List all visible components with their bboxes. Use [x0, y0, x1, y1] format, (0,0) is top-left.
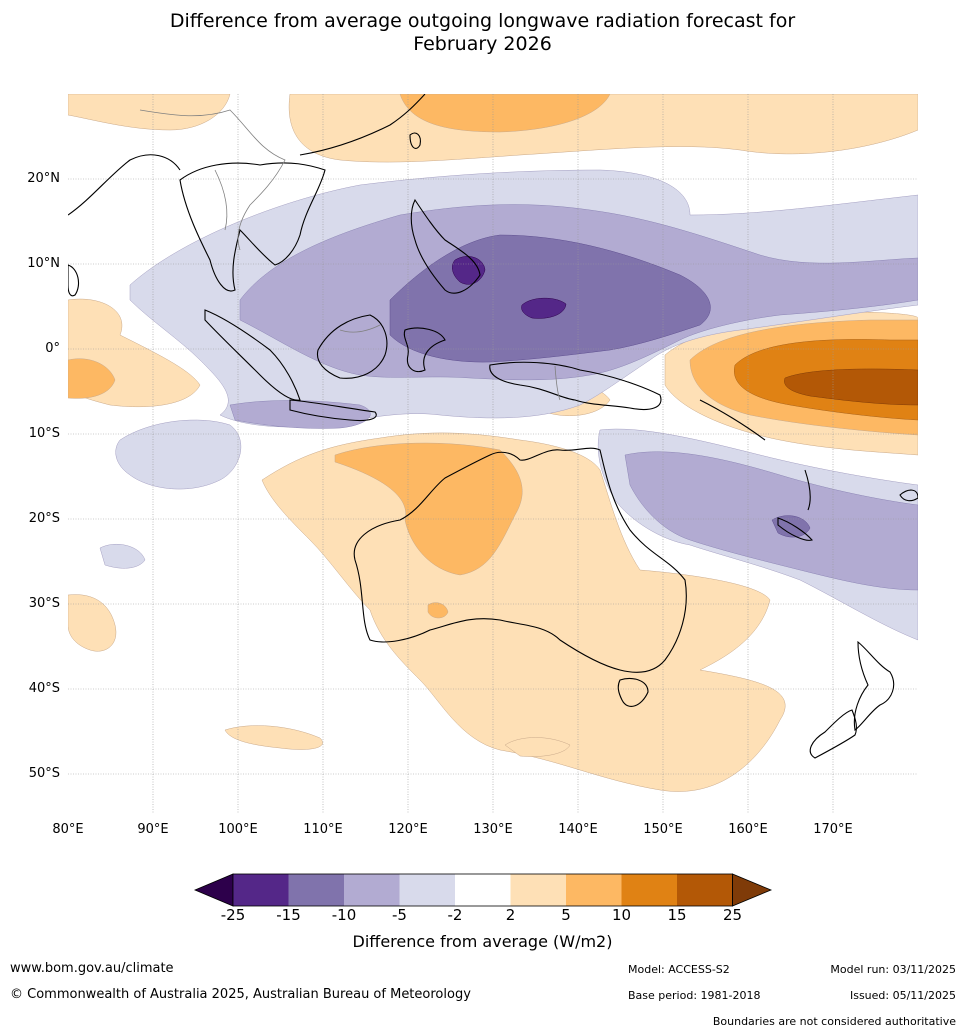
lon-label-160e: 160°E [728, 822, 768, 837]
anomaly-region-coral-strong [771, 515, 811, 538]
colorbar-box-3 [344, 874, 400, 906]
chart-title: Difference from average outgoing longwav… [0, 10, 965, 56]
coast-philippines [410, 198, 481, 294]
border-new-guinea [554, 365, 561, 401]
base-period-text: Base period: 1981-2018 [628, 989, 761, 1002]
lat-label-20n: 20°N [27, 171, 60, 186]
lon-label-100e: 100°E [218, 822, 258, 837]
anomaly-region-coral-moderate [624, 451, 918, 591]
lon-label-110e: 110°E [303, 822, 343, 837]
colorbar-frame [232, 873, 733, 907]
coast-new-zealand-south [809, 709, 857, 759]
colorbar-tick-1: -25 [220, 906, 246, 924]
colorbar-tick-3: -10 [331, 906, 357, 924]
lat-label-10n: 10°N [27, 256, 60, 271]
colorbar-tick-7: 5 [561, 906, 571, 924]
colorbar-tick-2: -15 [276, 906, 301, 924]
anomaly-region-indian-south [68, 594, 117, 652]
anomaly-region-java-moderate [229, 400, 371, 429]
lon-label-150e: 150°E [643, 822, 683, 837]
anomaly-region-indian-purple [115, 419, 241, 490]
coast-china [299, 94, 426, 156]
colorbar-box-9 [677, 874, 733, 906]
issued-text: Issued: 05/11/2025 [849, 989, 956, 1002]
anomaly-region-china-orange [399, 94, 611, 133]
coast-australia [353, 447, 687, 673]
country-borders [139, 109, 561, 401]
coast-new-guinea [489, 361, 662, 411]
lon-label-130e: 130°E [473, 822, 513, 837]
title-line-1: Difference from average outgoing longwav… [169, 10, 796, 32]
colorbar-tick-6: 2 [505, 906, 516, 924]
lat-label-40s: 40°S [28, 681, 60, 696]
colorbar-tick-10: 25 [722, 906, 743, 924]
colorbar-label: Difference from average (W/m2) [352, 932, 613, 951]
coast-borneo [316, 314, 388, 379]
model-text: Model: ACCESS-S2 [628, 963, 730, 976]
anomaly-region-pacific-strongest [784, 368, 918, 406]
coast-sumatra [204, 309, 301, 401]
anomaly-region-south-indian-patch [224, 725, 323, 750]
model-run-text: Model run: 03/11/2025 [830, 963, 956, 976]
lon-label-140e: 140°E [558, 822, 598, 837]
colorbar-box-6 [510, 874, 566, 906]
coastlines [68, 94, 918, 759]
coast-tasmania [617, 677, 649, 707]
lon-label-80e: 80°E [52, 822, 84, 837]
lon-label-120e: 120°E [388, 822, 428, 837]
lat-label-30s: 30°S [28, 596, 60, 611]
colorbar-tick-5: -2 [447, 906, 463, 924]
graticule [68, 94, 918, 814]
coast-sri-lanka [68, 264, 80, 297]
colorbar-box-2 [288, 874, 344, 906]
colorbar-tick-9: 15 [667, 906, 687, 924]
anomaly-region-mindanao-core [452, 256, 486, 285]
coast-new-zealand-north [853, 640, 895, 731]
lat-label-10s: 10°S [28, 426, 60, 441]
anomaly-region-palau-core [521, 297, 567, 319]
colorbar-box-7 [566, 874, 622, 906]
anomaly-region-australia [261, 432, 786, 792]
colorbar-tick-4: -5 [392, 906, 407, 924]
copyright-text: © Commonwealth of Australia 2025, Austra… [10, 987, 471, 1002]
colorbar-box-1 [233, 874, 289, 906]
coast-india [68, 154, 181, 216]
border-mainland-asia [139, 109, 286, 251]
coast-taiwan [409, 132, 421, 149]
coast-solomons [699, 399, 766, 441]
coast-vanuatu [804, 469, 811, 511]
anomaly-region-indian-orange [68, 358, 116, 399]
colorbar-box-5 [455, 874, 511, 906]
anomaly-region-indian-patch [99, 544, 146, 569]
colorbar-max-arrow [732, 873, 773, 907]
anomaly-region-himalaya [68, 94, 231, 131]
coast-sulawesi [403, 327, 446, 373]
coast-new-caledonia [777, 517, 813, 541]
border-indochina [214, 169, 228, 231]
lat-label-20s: 20°S [28, 511, 60, 526]
coast-java [289, 399, 377, 422]
title-line-2: February 2026 [413, 33, 552, 55]
anomaly-region-tasman [504, 737, 571, 757]
coast-indochina [179, 162, 326, 292]
lat-label-50s: 50°S [28, 766, 60, 781]
anomaly-region-bight-orange [427, 602, 449, 619]
website-link[interactable]: www.bom.gov.au/climate [10, 961, 174, 976]
colorbar-box-8 [621, 874, 677, 906]
disclaimer-text: Boundaries are not considered authoritat… [712, 1015, 956, 1028]
anomaly-fields [68, 94, 918, 792]
lon-label-90e: 90°E [137, 822, 169, 837]
coast-fiji [899, 489, 918, 502]
colorbar-box-4 [399, 874, 455, 906]
lon-label-170e: 170°E [813, 822, 853, 837]
border-borneo [339, 324, 381, 333]
colorbar-min-arrow [193, 873, 234, 907]
colorbar-tick-8: 10 [611, 906, 632, 924]
lat-label-0: 0° [45, 341, 60, 356]
